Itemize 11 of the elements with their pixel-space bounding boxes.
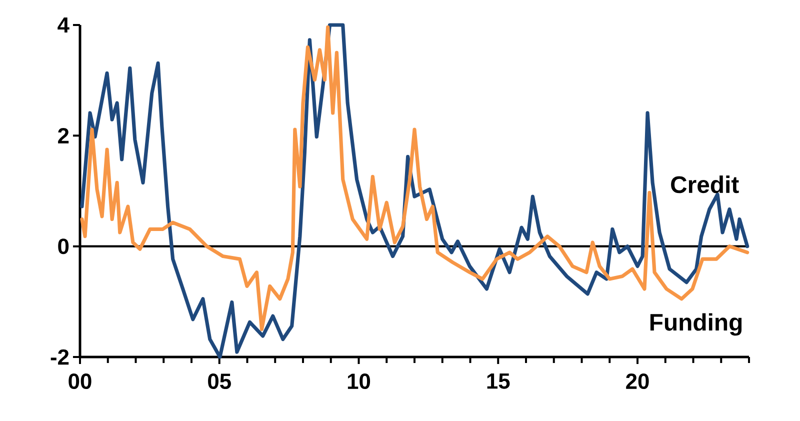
series-label: Funding — [650, 313, 742, 336]
y-tick-label: 4 — [58, 17, 70, 33]
x-tick-label: 20 — [626, 374, 649, 390]
y-tick-label: 2 — [58, 128, 69, 144]
series-label: Credit — [671, 176, 739, 194]
y-tick-label: 0 — [58, 238, 69, 254]
x-tick-label: 10 — [348, 374, 370, 390]
x-tick-label: 05 — [208, 374, 231, 390]
y-tick-label: -2 — [50, 349, 69, 365]
x-tick-label: 15 — [487, 374, 510, 389]
x-tick-label: 00 — [68, 374, 92, 390]
